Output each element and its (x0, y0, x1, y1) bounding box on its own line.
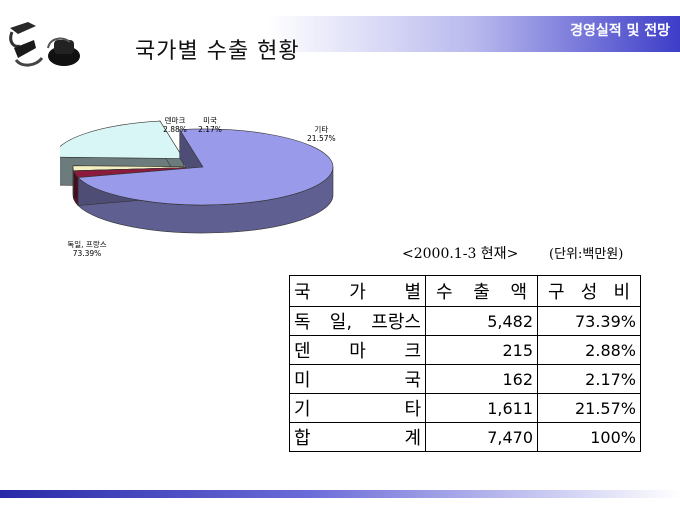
page-title: 국가별 수출 현황 (135, 39, 300, 64)
row-share: 21.57% (537, 393, 641, 423)
row-amount: 1,611 (425, 393, 538, 423)
pie-category-label: 덴마크 (165, 116, 186, 125)
pie-slice (77, 128, 334, 234)
row-amount: 215 (425, 335, 538, 365)
pie-slice-top (77, 128, 334, 206)
row-label: 독 일, 프랑스 (289, 306, 426, 336)
date-note: <2000.1-3 현재> (402, 246, 519, 262)
row-amount: 7,470 (425, 422, 538, 452)
row-share: 100% (537, 422, 641, 452)
pie-value-label: 2.17% (198, 125, 222, 134)
row-share: 73.39% (537, 306, 641, 336)
footer-bar (0, 490, 680, 498)
pie-category-label: 독일, 프랑스 (67, 240, 106, 249)
telephone-logo-icon (9, 22, 80, 67)
pie-value-label: 21.57% (307, 134, 336, 143)
pie-slice-top (60, 120, 184, 159)
pie-category-label: 기타 (314, 125, 328, 134)
unit-note: (단위:백만원) (549, 247, 624, 262)
row-amount: 5,482 (425, 306, 538, 336)
section-title: 경영실적 및 전망 (570, 23, 670, 39)
header-bar (90, 16, 680, 52)
row-amount: 162 (425, 364, 538, 394)
pie-value-label: 73.39% (73, 249, 102, 258)
row-share: 2.88% (537, 335, 641, 365)
pie-category-label: 미국 (203, 116, 217, 125)
row-share: 2.17% (537, 364, 641, 394)
table-row: 독 일, 프랑스 5,482 73.39% (289, 306, 641, 336)
pie-value-label: 2.88% (163, 125, 187, 134)
